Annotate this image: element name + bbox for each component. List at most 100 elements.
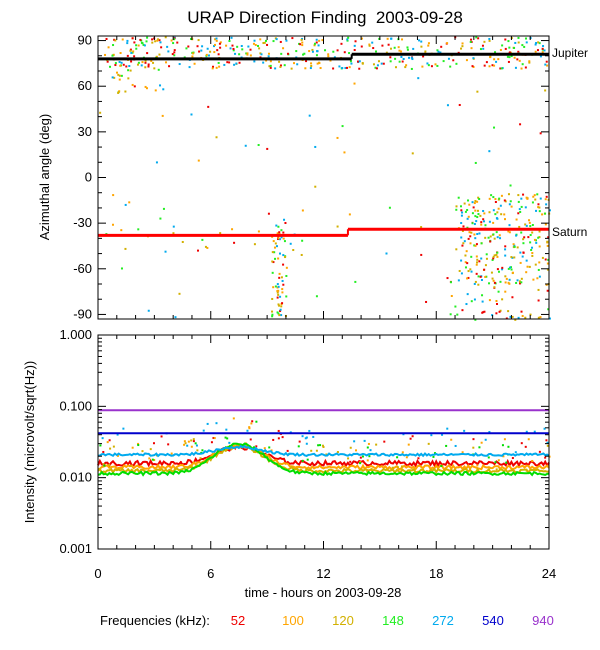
azimuth-point: [477, 275, 480, 278]
azimuth-point: [388, 206, 391, 209]
azimuth-point: [375, 50, 378, 53]
azimuth-point: [142, 43, 145, 46]
azimuth-point: [368, 44, 371, 47]
azimuth-point: [336, 49, 339, 52]
azimuth-point: [299, 43, 302, 46]
azimuth-point: [276, 283, 279, 286]
azimuth-point: [197, 249, 200, 252]
azimuth-point: [461, 45, 464, 48]
azimuth-point: [278, 276, 281, 279]
azimuth-point: [173, 49, 176, 52]
azimuth-point: [437, 50, 440, 53]
azimuth-point: [503, 199, 506, 202]
azimuth-point: [538, 230, 541, 233]
azimuth-point: [247, 45, 250, 48]
series-100-spike: [461, 451, 464, 454]
azimuth-point: [504, 47, 507, 50]
azimuth-point: [408, 56, 411, 59]
series-120-spike: [153, 459, 156, 462]
azimuth-point: [119, 64, 122, 67]
azimuth-point: [218, 65, 221, 68]
azimuth-point: [537, 316, 540, 319]
azimuth-point: [206, 246, 209, 249]
azimuth-point: [268, 65, 271, 68]
series-100-spike: [503, 438, 506, 441]
azimuth-point: [520, 197, 523, 200]
azimuth-point: [361, 62, 364, 65]
azimuth-point: [544, 258, 547, 261]
azimuth-point: [470, 255, 473, 258]
azimuth-point: [464, 266, 467, 269]
azimuth-point: [278, 314, 281, 317]
azimuth-point: [519, 282, 522, 285]
azimuth-point: [547, 236, 550, 239]
azimuth-point: [313, 42, 316, 45]
azimuth-point: [449, 281, 452, 284]
azimuth-point: [298, 42, 301, 45]
azimuth-point: [421, 65, 424, 68]
azimuth-point: [118, 74, 121, 77]
azimuth-point: [343, 151, 346, 154]
azimuth-point: [473, 233, 476, 236]
azimuth-point: [154, 40, 157, 43]
azimuth-point: [280, 236, 283, 239]
azimuth-point: [160, 46, 163, 49]
azimuth-point: [481, 294, 484, 297]
azimuth-point: [499, 67, 502, 70]
azimuth-point: [520, 67, 523, 70]
azimuth-point: [542, 45, 545, 48]
series-272-spike: [484, 438, 487, 441]
azimuth-point: [350, 62, 353, 65]
azimuth-point: [315, 41, 318, 44]
azimuth-point: [283, 218, 286, 221]
series-148-spike: [319, 444, 322, 447]
azimuth-point: [522, 242, 525, 245]
azimuth-point: [311, 50, 314, 53]
azimuth-point: [508, 282, 511, 285]
azimuth-point: [209, 50, 212, 53]
azimuth-point: [544, 212, 547, 215]
azimuth-point: [472, 65, 475, 68]
azimuth-point: [547, 258, 550, 261]
azimuth-point: [476, 90, 479, 93]
azimuth-point: [532, 278, 535, 281]
azimuth-point: [277, 257, 280, 260]
azimuth-point: [271, 260, 274, 263]
azimuth-point: [128, 65, 131, 68]
azimuth-point: [126, 54, 129, 57]
series-272-spike: [122, 427, 125, 430]
azimuth-point: [283, 64, 286, 67]
azimuth-point: [480, 223, 483, 226]
azimuth-point: [520, 281, 523, 284]
azimuth-point: [219, 232, 222, 235]
azimuth-point: [528, 61, 531, 64]
azimuth-point: [244, 144, 247, 147]
series-120-spike: [472, 446, 475, 449]
series-100-spike: [407, 443, 410, 446]
series-272-spike: [533, 430, 536, 433]
azimuth-point: [436, 64, 439, 67]
azimuth-point: [213, 45, 216, 48]
azimuth-point: [533, 238, 536, 241]
azimuth-point: [546, 289, 549, 292]
azimuth-point: [473, 202, 476, 205]
azimuth-point: [546, 244, 549, 247]
azimuth-y-label: Azimuthal angle (deg): [37, 114, 52, 240]
azimuth-point: [463, 240, 466, 243]
azimuth-point: [501, 298, 504, 301]
azimuth-point: [474, 215, 477, 218]
series-148-spike: [494, 461, 497, 464]
azimuth-point: [211, 67, 214, 70]
azimuth-point: [485, 61, 488, 64]
azimuth-point: [508, 224, 511, 227]
y-tick-label: 0.100: [59, 398, 92, 413]
series-120-spike: [109, 447, 112, 450]
series-52-spike: [383, 440, 386, 443]
series-100-khz: [97, 443, 550, 471]
azimuth-point: [508, 46, 511, 49]
azimuth-point: [293, 62, 296, 65]
azimuth-point: [170, 39, 173, 42]
azimuth-point: [481, 300, 484, 303]
azimuth-point: [280, 305, 283, 308]
series-148-spike: [433, 452, 436, 455]
